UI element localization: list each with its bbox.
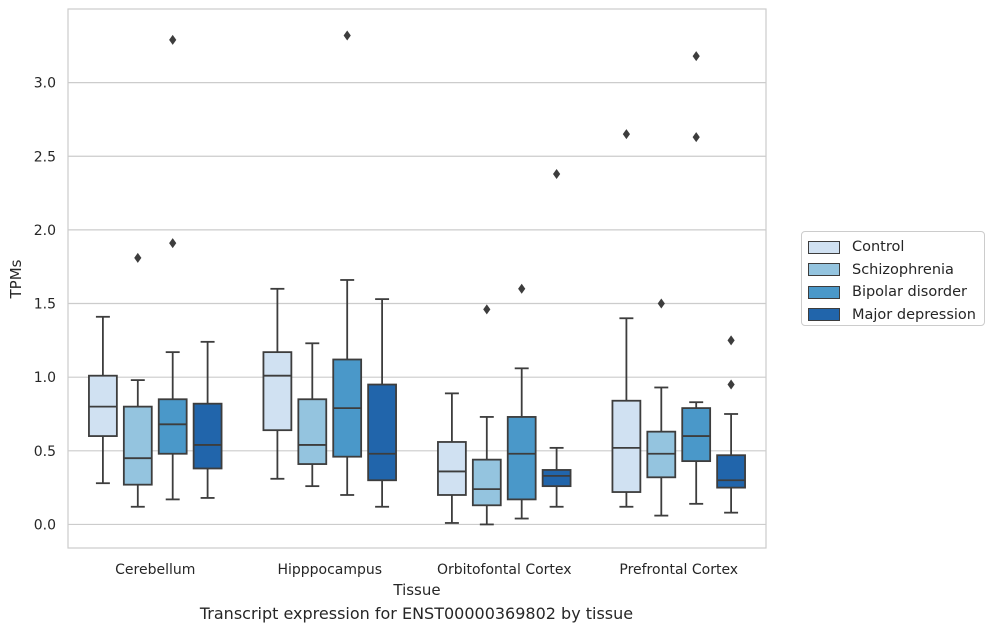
legend-swatch-bipolar-disorder: [808, 285, 840, 299]
outlier-0: [134, 252, 142, 263]
legend-item-control: Control: [808, 236, 978, 259]
x-axis-label: Tissue: [392, 581, 440, 599]
legend-item-bipolar-disorder: Bipolar disorder: [808, 281, 978, 304]
box-body: [471, 458, 502, 507]
box-body: [157, 398, 188, 455]
box-0-3: [611, 129, 642, 508]
x-tick-labels: Cerebellum Hipppocampus Orbitofontal Corte…: [115, 562, 738, 578]
y-tick-label-1: 0.5: [34, 444, 56, 460]
box-0-0: [88, 315, 118, 485]
chart-caption: Transcript expression for ENST0000036980…: [199, 604, 634, 623]
outlier-0: [657, 298, 665, 309]
legend-item-schizophrenia: Schizophrenia: [808, 259, 978, 282]
box-1-2: [471, 304, 502, 526]
box-body: [716, 454, 746, 489]
box-3-2: [541, 168, 572, 508]
legend-swatch-control: [808, 240, 840, 254]
y-tick-label-4: 2.0: [34, 223, 56, 239]
box-2-1: [332, 30, 363, 496]
box-body: [681, 407, 712, 463]
box-body: [297, 398, 328, 465]
outlier-0: [169, 238, 177, 249]
legend-label-control: Control: [852, 239, 905, 256]
legend-label-major-depression: Major depression: [852, 306, 976, 323]
outlier-0: [518, 283, 526, 294]
legend-swatch-schizophrenia: [808, 263, 840, 277]
x-tick-label-0: Cerebellum: [115, 562, 195, 578]
box-body: [506, 416, 537, 501]
y-axis-label: TPMs: [7, 259, 25, 299]
y-tick-label-2: 1.0: [34, 370, 56, 386]
legend-label-schizophrenia: Schizophrenia: [852, 261, 954, 278]
outlier-0: [622, 129, 630, 140]
outlier-0: [692, 132, 700, 143]
outlier-1: [169, 34, 177, 45]
outlier-0: [343, 30, 351, 41]
y-tick-label-5: 2.5: [34, 149, 56, 165]
box-body: [262, 351, 293, 432]
legend-item-major-depression: Major depression: [808, 304, 978, 327]
box-body: [541, 469, 572, 488]
box-2-3: [681, 51, 712, 505]
legend-label-bipolar-disorder: Bipolar disorder: [852, 284, 967, 301]
box-2-0: [157, 34, 188, 501]
box-body: [122, 405, 153, 486]
box-body: [611, 399, 642, 493]
boxes: [88, 30, 746, 526]
box-body: [367, 383, 397, 482]
box-1-0: [122, 252, 153, 508]
outlier-0: [727, 379, 735, 390]
y-tick-label-0: 0.0: [34, 517, 56, 533]
box-0-1: [262, 287, 293, 480]
y-tick-labels: 0.0 0.5 1.0 1.5 2.0 2.5 3.0: [34, 76, 56, 534]
plot-area-frame: [67, 8, 767, 549]
y-tick-label-3: 1.5: [34, 297, 56, 313]
box-1-1: [297, 342, 328, 488]
box-body: [192, 402, 223, 470]
legend: Control Schizophrenia Bipolar disorder M…: [801, 231, 985, 326]
x-tick-label-1: Hipppocampus: [277, 562, 382, 578]
box-3-3: [716, 335, 746, 514]
legend-swatch-major-depression: [808, 308, 840, 322]
x-tick-label-2: Orbitofontal Cortex: [437, 562, 572, 578]
box-2-2: [506, 283, 537, 520]
box-0-2: [437, 392, 467, 524]
box-1-3: [646, 298, 677, 517]
box-3-1: [367, 298, 397, 508]
outlier-0: [483, 304, 491, 315]
box-body: [437, 441, 467, 496]
outlier-0: [553, 168, 561, 179]
outlier-1: [727, 335, 735, 346]
box-3-0: [192, 340, 223, 499]
x-tick-label-3: Prefrontal Cortex: [619, 562, 738, 578]
y-tick-label-6: 3.0: [34, 76, 56, 92]
outlier-1: [692, 51, 700, 62]
